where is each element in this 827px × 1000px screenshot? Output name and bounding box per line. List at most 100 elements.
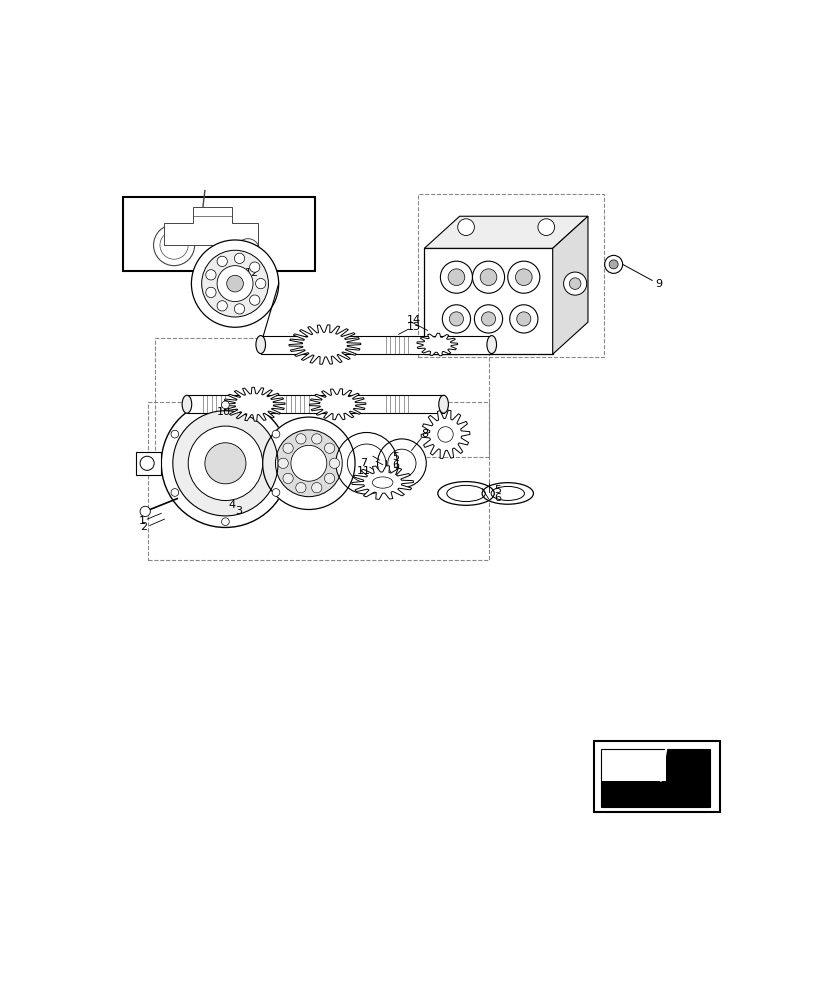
Text: 3: 3 xyxy=(235,506,241,516)
Circle shape xyxy=(206,270,216,280)
Circle shape xyxy=(171,489,179,496)
Ellipse shape xyxy=(182,395,192,413)
Circle shape xyxy=(474,305,502,333)
Circle shape xyxy=(515,269,532,286)
Polygon shape xyxy=(666,749,709,781)
Circle shape xyxy=(222,401,229,409)
Ellipse shape xyxy=(336,432,397,494)
Text: 12: 12 xyxy=(245,268,259,278)
Ellipse shape xyxy=(283,443,293,453)
Circle shape xyxy=(234,304,244,314)
Circle shape xyxy=(222,518,229,526)
Ellipse shape xyxy=(290,445,327,481)
Text: 13: 13 xyxy=(406,322,420,332)
Text: 5: 5 xyxy=(494,485,501,495)
Ellipse shape xyxy=(347,444,385,483)
Polygon shape xyxy=(309,389,366,420)
Bar xyxy=(187,395,443,413)
Text: 6: 6 xyxy=(494,493,501,503)
Ellipse shape xyxy=(324,443,334,453)
Polygon shape xyxy=(416,333,457,356)
Circle shape xyxy=(272,430,280,438)
Text: 10: 10 xyxy=(217,407,231,417)
Circle shape xyxy=(234,253,244,263)
Ellipse shape xyxy=(438,395,448,413)
Polygon shape xyxy=(351,466,413,499)
Circle shape xyxy=(171,430,179,438)
Circle shape xyxy=(272,489,280,496)
Text: 5: 5 xyxy=(391,452,399,462)
Polygon shape xyxy=(223,387,284,421)
Ellipse shape xyxy=(262,417,355,509)
Circle shape xyxy=(161,399,289,527)
Text: 7: 7 xyxy=(360,458,366,468)
Circle shape xyxy=(173,411,278,516)
Circle shape xyxy=(440,261,472,293)
Circle shape xyxy=(516,312,530,326)
Bar xyxy=(122,197,315,271)
Polygon shape xyxy=(136,452,161,475)
Polygon shape xyxy=(289,325,361,364)
Polygon shape xyxy=(600,781,709,807)
Polygon shape xyxy=(552,216,587,354)
Circle shape xyxy=(206,287,216,298)
Polygon shape xyxy=(424,216,587,248)
Ellipse shape xyxy=(387,449,415,477)
Polygon shape xyxy=(421,410,470,459)
Ellipse shape xyxy=(295,434,306,444)
Text: 7: 7 xyxy=(391,467,399,477)
Bar xyxy=(155,338,488,457)
Bar xyxy=(261,336,491,354)
Circle shape xyxy=(249,262,260,272)
Circle shape xyxy=(449,312,463,326)
Text: 14: 14 xyxy=(406,315,420,325)
Ellipse shape xyxy=(311,483,322,493)
Ellipse shape xyxy=(311,434,322,444)
Text: 2: 2 xyxy=(141,522,147,532)
Bar xyxy=(148,402,488,560)
Circle shape xyxy=(569,278,581,289)
Ellipse shape xyxy=(481,483,533,504)
Circle shape xyxy=(538,219,554,235)
Circle shape xyxy=(188,426,262,501)
Circle shape xyxy=(256,278,265,289)
Text: 11: 11 xyxy=(356,466,370,476)
Circle shape xyxy=(480,269,496,286)
Circle shape xyxy=(609,260,618,269)
Ellipse shape xyxy=(283,473,293,484)
Circle shape xyxy=(227,275,243,292)
Circle shape xyxy=(202,250,268,317)
Circle shape xyxy=(217,266,253,302)
Bar xyxy=(600,749,709,807)
Circle shape xyxy=(507,261,539,293)
Circle shape xyxy=(472,261,504,293)
Circle shape xyxy=(204,443,246,484)
Bar xyxy=(418,194,604,357)
Ellipse shape xyxy=(324,473,334,484)
Text: 6: 6 xyxy=(391,460,399,470)
Circle shape xyxy=(447,269,464,286)
Bar xyxy=(600,749,709,807)
Circle shape xyxy=(509,305,538,333)
Text: 1: 1 xyxy=(138,516,146,526)
Circle shape xyxy=(604,255,622,273)
Polygon shape xyxy=(165,207,257,245)
Ellipse shape xyxy=(329,458,339,468)
Bar xyxy=(594,741,719,812)
Ellipse shape xyxy=(437,482,494,505)
Circle shape xyxy=(217,301,227,311)
Polygon shape xyxy=(600,749,666,781)
Circle shape xyxy=(140,506,151,517)
Ellipse shape xyxy=(275,430,342,497)
Circle shape xyxy=(140,456,154,470)
Ellipse shape xyxy=(278,458,288,468)
Circle shape xyxy=(249,295,260,305)
Bar xyxy=(424,248,552,354)
Circle shape xyxy=(191,240,279,327)
Circle shape xyxy=(480,312,495,326)
Circle shape xyxy=(563,272,586,295)
Text: 8: 8 xyxy=(420,429,428,439)
Circle shape xyxy=(217,256,227,267)
Ellipse shape xyxy=(295,483,306,493)
Text: 9: 9 xyxy=(655,279,662,289)
